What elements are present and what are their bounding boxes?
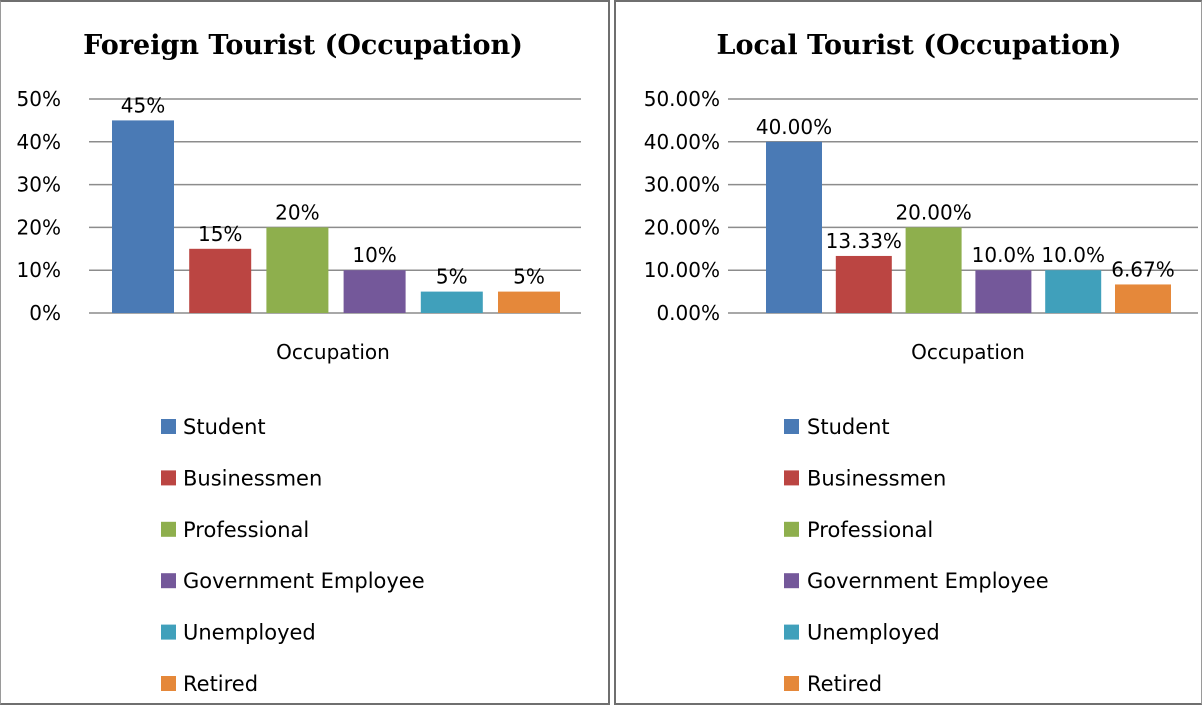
legend-swatch [784,676,799,691]
bar-professional [905,227,962,313]
legend-item-label: Professional [183,518,309,542]
legend-swatch [784,521,799,537]
bar-retired [498,291,560,313]
legend-item-label: Retired [183,672,258,696]
y-tick-label: 30% [17,173,61,197]
x-axis-label: Occupation [911,340,1025,364]
legend-item-label: Student [183,415,266,439]
local-tourist-chart: Local Tourist (Occupation) 0.00% 10.00% 20.… [644,30,1198,696]
y-tick-label: 50% [17,87,61,111]
data-label: 45% [121,93,165,117]
local-tourist-panel: Local Tourist (Occupation) 0.00% 10.00% 20.… [614,0,1202,705]
data-label: 15% [198,222,242,246]
legend-swatch [161,419,176,434]
y-tick-label: 10.00% [644,258,720,282]
legend-swatch [161,676,176,691]
legend-swatch [784,573,799,589]
legend-swatch [161,624,176,640]
data-label: 6.67% [1111,257,1175,281]
y-tick-label: 0% [29,301,61,325]
data-label: 13.33% [826,229,902,253]
y-tick-label: 20.00% [644,215,720,239]
legend-swatch [784,470,799,486]
legend-item-label: Businessmen [183,466,322,490]
bar-government-employee [975,270,1032,313]
bar-student [112,120,174,314]
bar-government-employee [343,270,406,313]
bar-businessmen [189,248,252,313]
y-tick-label: 50.00% [644,87,720,111]
panel-divider [610,0,614,705]
x-axis-label: Occupation [276,340,390,364]
y-tick-label: 40.00% [644,130,720,154]
legend-swatch [161,470,176,486]
legend-item-label: Professional [807,518,933,542]
foreign-tourist-chart: Foreign Tourist (Occupation) 0% 10% 20% 30% 4… [17,30,581,696]
legend-swatch [161,521,176,537]
legend-swatch [784,624,799,640]
data-label: 20% [275,200,319,224]
legend-item-label: Government Employee [807,569,1049,593]
legend-item-label: Businessmen [807,466,946,490]
legend-item-label: Student [807,415,890,439]
legend-item-label: Government Employee [183,569,425,593]
data-label: 20.00% [895,200,971,224]
legend-item-label: Unemployed [807,621,940,645]
data-label: 10.0% [972,243,1036,267]
chart-title: Foreign Tourist (Occupation) [83,30,523,61]
bar-retired [1115,284,1171,313]
data-label: 10.0% [1041,243,1105,267]
bar-student [766,141,822,313]
y-tick-label: 30.00% [644,173,720,197]
y-tick-label: 10% [17,258,61,282]
y-tick-label: 0.00% [656,301,720,325]
legend-swatch [784,419,799,434]
legend-item-label: Unemployed [183,621,316,645]
bar-unemployed [1045,270,1102,313]
legend-item-label: Retired [807,672,882,696]
data-label: 5% [513,265,545,289]
bar-professional [266,227,329,313]
data-label: 10% [352,243,396,267]
bar-unemployed [420,291,483,313]
chart-title: Local Tourist (Occupation) [716,30,1121,61]
foreign-tourist-panel: Foreign Tourist (Occupation) 0% 10% 20% 30% 4… [0,0,610,705]
y-tick-label: 40% [17,130,61,154]
data-label: 5% [436,265,468,289]
data-label: 40.00% [756,115,832,139]
y-tick-label: 20% [17,215,61,239]
bar-businessmen [835,255,892,313]
legend-swatch [161,573,176,589]
